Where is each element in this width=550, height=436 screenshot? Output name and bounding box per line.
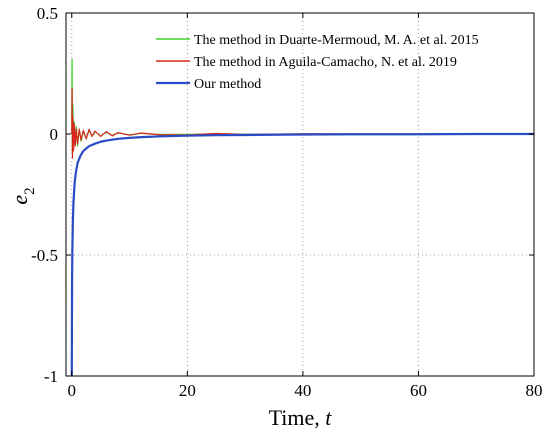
- x-tick-label: 20: [179, 381, 196, 400]
- series-line-3: [70, 132, 534, 377]
- y-tick-label: -0.5: [31, 246, 58, 265]
- x-tick-label: 40: [294, 381, 311, 400]
- x-axis-title-var: t: [325, 405, 332, 430]
- x-tick-label: 80: [526, 381, 543, 400]
- legend: The method in Duarte-Mermoud, M. A. et a…: [156, 33, 479, 92]
- x-axis-title-text: Time,: [269, 405, 326, 430]
- y-tick-label: 0.5: [37, 4, 58, 23]
- y-tick-label: -1: [44, 367, 58, 386]
- plot-area: [66, 13, 534, 376]
- x-tick-label: 60: [410, 381, 427, 400]
- y-axis-title-base: e: [7, 195, 32, 205]
- legend-label-3: Our method: [194, 77, 261, 92]
- x-axis-title: Time, t: [269, 405, 333, 430]
- legend-label-1: The method in Duarte-Mermoud, M. A. et a…: [194, 33, 479, 48]
- y-axis-title-sub: 2: [22, 187, 38, 195]
- legend-label-2: The method in Aguila-Camacho, N. et al. …: [194, 55, 457, 70]
- ticks: [66, 12, 535, 377]
- y-axis-title: e2: [7, 187, 38, 204]
- y-tick-label: 0: [50, 125, 59, 144]
- tick-labels: 0 20 40 60 80 -1 -0.5 0 0.5: [31, 4, 542, 400]
- series-layer: [70, 58, 534, 377]
- x-tick-label: 0: [68, 381, 77, 400]
- plot-frame: [65, 12, 535, 377]
